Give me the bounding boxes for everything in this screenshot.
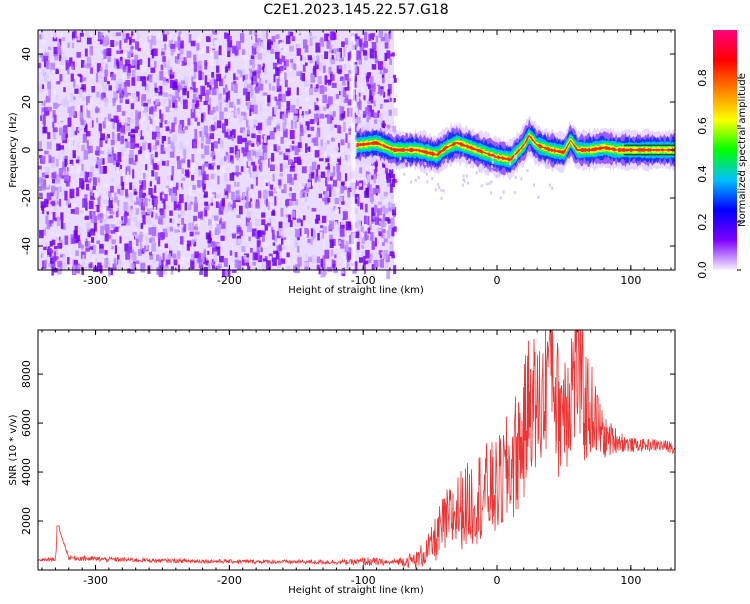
y-tick-label: 0 bbox=[20, 147, 33, 154]
snr-plot-area bbox=[37, 329, 676, 569]
x-tick-label: 0 bbox=[494, 274, 501, 287]
x-tick-label: -300 bbox=[83, 574, 108, 587]
figure-title: C2E1.2023.145.22.57.G18 bbox=[263, 2, 448, 18]
signal-ridge bbox=[356, 115, 675, 200]
y-tick-label: -20 bbox=[20, 189, 33, 207]
snr-y-ticks: 2000 4000 6000 8000 bbox=[20, 360, 675, 535]
y-tick-label: 8000 bbox=[20, 360, 33, 388]
y-tick-label: 20 bbox=[20, 95, 33, 109]
colorbar: 0.0 0.2 0.4 0.6 0.8 Normalized spectral ampl… bbox=[696, 30, 748, 279]
spectrogram-plot-area bbox=[38, 30, 675, 280]
x-tick-label: 0 bbox=[494, 574, 501, 587]
y-tick-label: 4000 bbox=[20, 458, 33, 486]
x-tick-label: 100 bbox=[620, 274, 641, 287]
colorbar-label: Normalized spectral amplitude bbox=[737, 73, 748, 227]
y-tick-label: 2000 bbox=[20, 507, 33, 535]
x-tick-label: -100 bbox=[351, 574, 376, 587]
colorbar-ticks: 0.0 0.2 0.4 0.6 0.8 bbox=[696, 69, 741, 279]
x-tick-label: 100 bbox=[620, 574, 641, 587]
noise-speckle bbox=[38, 30, 398, 280]
snr-x-ticks: -300 -200 -100 0 100 bbox=[41, 330, 672, 587]
colorbar-tick-label: 0.6 bbox=[696, 117, 709, 135]
colorbar-tick-label: 0.8 bbox=[696, 69, 709, 87]
spectrogram-x-axis-label: Height of straight line (km) bbox=[288, 285, 424, 296]
snr-x-axis-label: Height of straight line (km) bbox=[288, 585, 424, 596]
snr-y-axis-label: SNR (10 * v/v) bbox=[8, 414, 19, 485]
colorbar-gradient bbox=[713, 30, 737, 270]
colorbar-tick-label: 0.4 bbox=[696, 165, 709, 183]
x-tick-label: -100 bbox=[351, 274, 376, 287]
noise-gap bbox=[351, 30, 356, 270]
snr-series-line bbox=[37, 329, 676, 569]
snr-panel: -300 -200 -100 0 100 2000 4000 6000 8000 Height… bbox=[8, 329, 676, 596]
x-tick-label: -200 bbox=[217, 274, 242, 287]
spectrogram-y-ticks: -40 -20 0 20 40 bbox=[20, 47, 675, 255]
colorbar-tick-label: 0.2 bbox=[696, 213, 709, 231]
y-tick-label: 6000 bbox=[20, 409, 33, 437]
spectrogram-y-axis-label: Frequency (Hz) bbox=[8, 112, 19, 188]
snr-frame bbox=[37, 329, 676, 571]
y-tick-label: 40 bbox=[20, 47, 33, 61]
ridge-band bbox=[356, 134, 675, 162]
y-tick-label: -40 bbox=[20, 237, 33, 255]
x-tick-label: -300 bbox=[83, 274, 108, 287]
colorbar-tick-label: 0.0 bbox=[696, 261, 709, 279]
spectrogram-x-ticks: -300 -200 -100 0 100 bbox=[41, 30, 672, 287]
x-tick-label: -200 bbox=[217, 574, 242, 587]
